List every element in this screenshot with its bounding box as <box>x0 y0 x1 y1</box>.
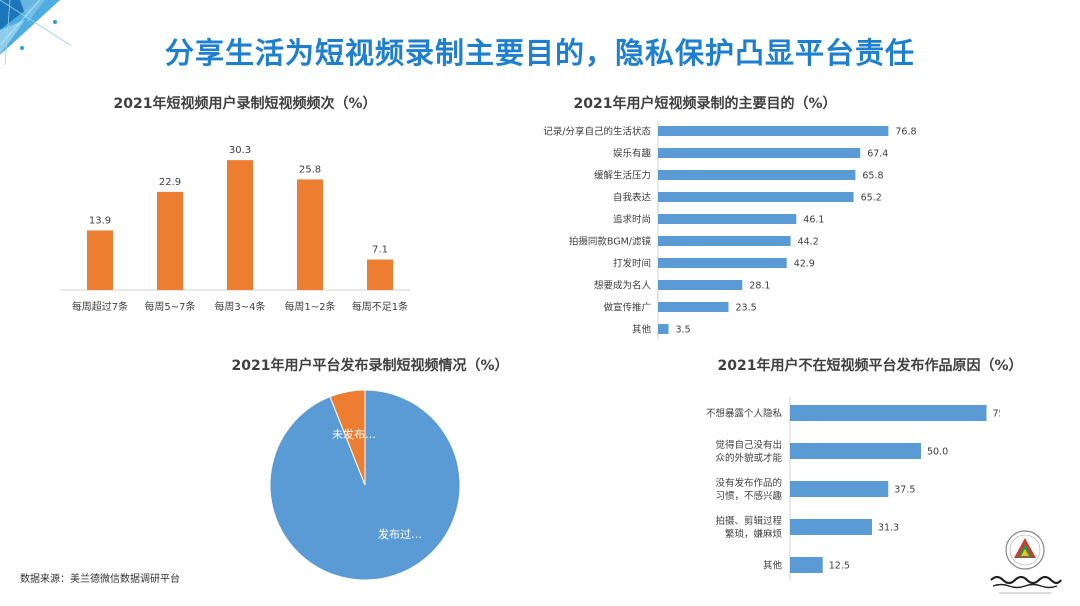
data-label: 31.3 <box>878 523 899 534</box>
bar <box>790 481 889 497</box>
data-label: 65.8 <box>862 171 883 182</box>
data-source: 数据来源：美兰德微信数据调研平台 <box>20 574 180 585</box>
bar <box>658 280 743 290</box>
bar <box>790 519 873 535</box>
data-label: 13.9 <box>89 215 111 226</box>
data-label: 7.1 <box>372 245 388 256</box>
chart-title-frequency: 2021年短视频用户录制短视频频次（%） <box>113 96 377 112</box>
y-tick-label: 其他 <box>763 560 783 572</box>
slice-label: 发布过… <box>378 527 422 541</box>
data-label: 37.5 <box>894 485 915 496</box>
x-tick-label: 每周3~4条 <box>214 300 265 313</box>
bar <box>790 557 823 573</box>
bar <box>658 214 797 224</box>
bar <box>658 170 856 180</box>
y-tick-label: 拍摄、剪辑过程 <box>715 515 782 527</box>
x-tick-label: 每周5~7条 <box>144 300 195 313</box>
y-tick-label: 拍摄同款BGM/滤镜 <box>569 236 652 248</box>
frequency-bar-chart: 13.9 每周超过7条 22.9 每周5~7条 30.3 每周3~4条 25.8 每周1~2条… <box>60 145 410 313</box>
y-tick-label: 缓解生活压力 <box>594 170 651 182</box>
y-tick-label: 习惯，不感兴趣 <box>715 490 782 502</box>
bar <box>658 126 889 136</box>
data-label: 42.9 <box>794 259 815 270</box>
data-label: 50.0 <box>927 447 948 458</box>
data-label: 75.0 <box>993 409 1001 420</box>
y-tick-label: 没有发布作品的 <box>715 477 782 489</box>
data-label: 65.2 <box>861 193 882 204</box>
bar <box>87 230 113 290</box>
bar <box>790 405 987 421</box>
data-label: 30.3 <box>229 145 251 156</box>
bar <box>157 191 183 290</box>
data-label: 12.5 <box>829 561 850 572</box>
data-label: 44.2 <box>798 237 819 248</box>
data-label: 76.8 <box>895 127 916 138</box>
bar <box>790 443 921 459</box>
slice-label: 未发布… <box>332 427 376 441</box>
y-tick-label: 做宣传推广 <box>603 302 651 314</box>
bar <box>658 324 669 334</box>
data-label: 28.1 <box>749 281 770 292</box>
chart-title-purpose: 2021年用户短视频录制的主要目的（%） <box>573 96 837 112</box>
y-tick-label: 觉得自己没有出 <box>715 439 782 451</box>
y-tick-label: 繁琐，嫌麻烦 <box>725 528 783 540</box>
x-tick-label: 每周不足1条 <box>352 300 408 313</box>
y-tick-label: 追求时尚 <box>613 214 651 226</box>
chart-title-publish: 2021年用户平台发布录制短视频情况（%） <box>231 358 509 374</box>
y-tick-label: 记录/分享自己的生活状态 <box>543 126 651 138</box>
bar <box>658 148 861 158</box>
page-title: 分享生活为短视频录制主要目的，隐私保护凸显平台责任 <box>164 36 915 70</box>
data-label: 23.5 <box>736 303 757 314</box>
data-label: 67.4 <box>867 149 888 160</box>
pie-slice <box>329 389 366 486</box>
y-tick-label: 众的外貌或才能 <box>715 452 782 464</box>
university-logo <box>990 530 1062 594</box>
y-tick-label: 打发时间 <box>613 258 651 270</box>
chart-title-reasons: 2021年用户不在短视频平台发布作品原因（%） <box>717 358 1023 374</box>
data-label: 46.1 <box>803 215 824 226</box>
y-tick-label: 娱乐有趣 <box>613 148 652 160</box>
y-tick-label: 不想暴露个人隐私 <box>706 408 783 420</box>
x-tick-label: 每周超过7条 <box>72 300 128 313</box>
bar <box>367 259 393 290</box>
data-label: 25.8 <box>299 164 321 175</box>
bar <box>658 192 854 202</box>
data-label: 3.5 <box>676 325 691 336</box>
corner-decoration <box>0 0 71 66</box>
y-tick-label: 自我表达 <box>613 192 652 204</box>
data-label: 22.9 <box>159 177 181 188</box>
x-tick-label: 每周1~2条 <box>284 300 335 313</box>
bar <box>227 160 253 290</box>
bar <box>658 302 729 312</box>
bar <box>297 179 323 290</box>
bar <box>658 258 787 268</box>
purpose-bar-chart: 76.8 记录/分享自己的生活状态 67.4 娱乐有趣 65.8 缓解生活压力 65.2 自我… <box>543 121 917 340</box>
bar <box>658 236 791 246</box>
y-tick-label: 想要成为名人 <box>594 280 652 292</box>
publish-pie-chart: 发布过… 未发布… <box>269 389 461 581</box>
y-tick-label: 其他 <box>632 324 652 336</box>
